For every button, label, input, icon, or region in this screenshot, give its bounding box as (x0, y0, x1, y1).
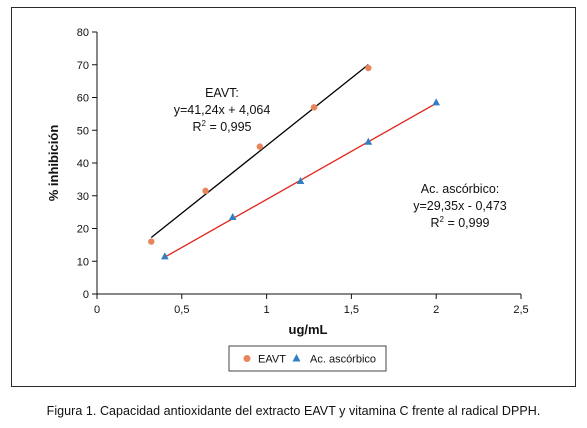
ascorbic-annotation-r2: R2 = 0,999 (430, 215, 489, 230)
ascorbic-point (296, 177, 305, 185)
trend-lines (150, 64, 437, 258)
ascorbic-annotation-equation: y=29,35x - 0,473 (413, 199, 507, 213)
figure-frame (11, 7, 576, 387)
y-tick-label: 0 (83, 289, 89, 301)
chart: 0 0,5 1 1,5 2 2,5 0 10 20 30 40 50 60 70 80 ug/mL % in… (46, 27, 529, 372)
eavt-annotation-equation: y=41,24x + 4,064 (174, 103, 271, 117)
legend-ascorbic-marker (292, 354, 301, 362)
y-tick-label: 40 (77, 158, 89, 170)
data-points (148, 64, 440, 260)
x-axis-label: ug/mL (289, 322, 328, 337)
x-tick-label: 0 (94, 304, 100, 316)
eavt-point (310, 104, 318, 111)
axes: 0 0,5 1 1,5 2 2,5 0 10 20 30 40 50 60 70 80 (77, 27, 529, 316)
y-tick-label: 50 (77, 125, 89, 137)
legend-eavt-label: EAVT (258, 354, 286, 366)
x-tick-label: 2 (433, 304, 439, 316)
legend-ascorbic-label: Ac. ascórbico (310, 354, 376, 366)
ascorbic-annotation: Ac. ascórbico: y=29,35x - 0,473 R2 = 0,9… (413, 182, 507, 230)
x-tick-label: 1 (264, 304, 270, 316)
legend: EAVT Ac. ascórbico (228, 345, 387, 372)
eavt-annotation: EAVT: y=41,24x + 4,064 R2 = 0,995 (174, 86, 271, 134)
figure-caption: Figura 1. Capacidad antioxidante del ext… (46, 404, 541, 418)
legend-eavt-marker (243, 355, 251, 362)
eavt-point (202, 187, 209, 195)
x-tick-label: 1,5 (344, 304, 359, 316)
ascorbic-point (364, 137, 373, 145)
y-tick-label: 70 (77, 60, 89, 72)
trend-line-eavt (150, 64, 369, 238)
ascorbic-point (432, 98, 440, 106)
eavt-annotation-r2: R2 = 0,995 (192, 119, 251, 134)
y-tick-label: 60 (77, 93, 89, 105)
y-tick-label: 80 (77, 27, 89, 39)
eavt-annotation-title: EAVT: (205, 86, 239, 100)
legend-box (228, 345, 387, 372)
x-tick-label: 0,5 (174, 304, 189, 316)
ascorbic-annotation-title: Ac. ascórbico: (421, 182, 500, 196)
ascorbic-point (161, 252, 169, 260)
y-tick-label: 20 (77, 224, 89, 236)
eavt-point (256, 143, 264, 150)
ascorbic-point (228, 213, 237, 221)
y-tick-label: 30 (77, 191, 89, 203)
y-axis-label: % inhibición (46, 125, 61, 202)
y-tick-label: 10 (77, 256, 89, 268)
x-tick-label: 2,5 (513, 304, 528, 316)
eavt-point (148, 238, 155, 245)
eavt-point (365, 64, 372, 72)
